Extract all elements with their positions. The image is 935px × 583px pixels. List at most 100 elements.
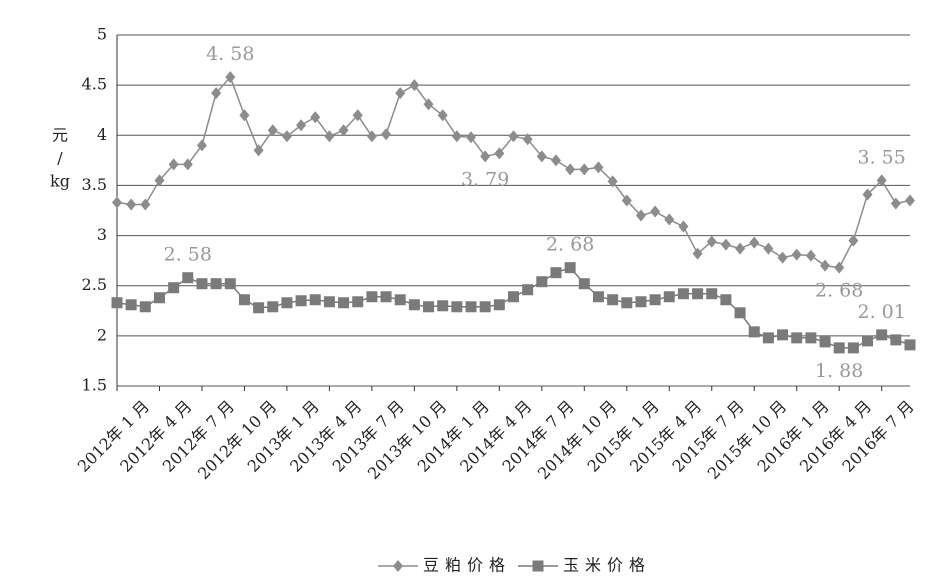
point bbox=[550, 154, 561, 167]
point bbox=[437, 109, 448, 122]
legend-marker bbox=[393, 560, 403, 572]
point bbox=[480, 150, 491, 163]
point bbox=[550, 267, 562, 279]
point bbox=[408, 299, 420, 311]
point bbox=[211, 87, 222, 100]
point bbox=[139, 301, 151, 313]
point bbox=[862, 188, 873, 201]
point bbox=[210, 278, 222, 290]
point bbox=[791, 332, 803, 344]
point bbox=[621, 297, 633, 309]
point bbox=[579, 163, 590, 176]
point bbox=[196, 278, 208, 290]
point bbox=[296, 119, 307, 132]
value-label: 2. 58 bbox=[164, 244, 212, 266]
series bbox=[112, 71, 915, 274]
point bbox=[692, 288, 704, 300]
point bbox=[862, 335, 874, 347]
point bbox=[324, 130, 335, 143]
point bbox=[820, 259, 831, 272]
point bbox=[649, 294, 661, 306]
point bbox=[734, 307, 746, 319]
y-axis-label: / bbox=[57, 149, 63, 168]
y-tick-label: 3.5 bbox=[82, 175, 107, 194]
point bbox=[423, 98, 434, 111]
point bbox=[905, 194, 915, 207]
point bbox=[735, 242, 746, 255]
point bbox=[692, 247, 703, 260]
point bbox=[239, 109, 250, 122]
point bbox=[153, 292, 165, 304]
point bbox=[763, 242, 774, 255]
point bbox=[437, 300, 449, 312]
point bbox=[126, 198, 137, 211]
point bbox=[338, 297, 350, 309]
point bbox=[281, 130, 292, 143]
value-label: 1. 88 bbox=[815, 360, 863, 382]
point bbox=[777, 329, 789, 341]
point bbox=[522, 133, 533, 146]
point bbox=[578, 278, 590, 290]
point bbox=[762, 332, 774, 344]
series-line bbox=[116, 75, 911, 269]
point bbox=[352, 109, 363, 122]
point bbox=[238, 294, 250, 306]
point bbox=[536, 276, 548, 288]
point bbox=[182, 272, 194, 284]
point bbox=[904, 339, 916, 351]
point bbox=[409, 79, 420, 92]
point bbox=[834, 261, 845, 274]
point bbox=[607, 294, 619, 306]
point bbox=[323, 296, 335, 308]
value-label: 2. 68 bbox=[815, 280, 863, 302]
point bbox=[522, 284, 534, 296]
point bbox=[380, 291, 392, 303]
point bbox=[819, 336, 831, 348]
point bbox=[876, 174, 887, 187]
legend-label: 豆粕价格 bbox=[423, 556, 511, 575]
point bbox=[677, 288, 689, 300]
point bbox=[833, 342, 845, 354]
legend-label: 玉米价格 bbox=[563, 556, 651, 575]
point bbox=[678, 220, 689, 233]
y-tick-label: 4 bbox=[97, 125, 107, 144]
point bbox=[494, 147, 505, 160]
point bbox=[650, 205, 661, 218]
y-tick-label: 3 bbox=[97, 225, 107, 244]
point bbox=[111, 297, 123, 309]
point bbox=[777, 251, 788, 264]
point bbox=[295, 295, 307, 307]
y-axis-label: kg bbox=[50, 172, 70, 191]
point bbox=[168, 282, 180, 294]
point bbox=[748, 326, 760, 338]
point bbox=[621, 194, 632, 207]
point bbox=[154, 174, 165, 187]
point bbox=[848, 234, 859, 247]
point bbox=[395, 87, 406, 100]
point bbox=[720, 238, 731, 251]
point bbox=[607, 175, 618, 188]
y-tick-label: 1.5 bbox=[82, 376, 107, 395]
point bbox=[635, 209, 646, 222]
point bbox=[663, 291, 675, 303]
point bbox=[664, 213, 675, 226]
point bbox=[593, 161, 604, 174]
point bbox=[267, 124, 278, 137]
point bbox=[196, 139, 207, 152]
point bbox=[536, 150, 547, 163]
point bbox=[805, 332, 817, 344]
point bbox=[635, 296, 647, 308]
point bbox=[720, 294, 732, 306]
point bbox=[381, 128, 392, 141]
point bbox=[564, 262, 576, 274]
y-axis-label: 元 bbox=[52, 126, 68, 145]
value-label: 2. 68 bbox=[546, 234, 594, 256]
point bbox=[565, 163, 576, 176]
point bbox=[508, 291, 519, 303]
point bbox=[749, 236, 760, 249]
point bbox=[253, 302, 265, 314]
point bbox=[451, 301, 463, 313]
point bbox=[876, 329, 888, 341]
y-tick-label: 2 bbox=[97, 325, 107, 344]
